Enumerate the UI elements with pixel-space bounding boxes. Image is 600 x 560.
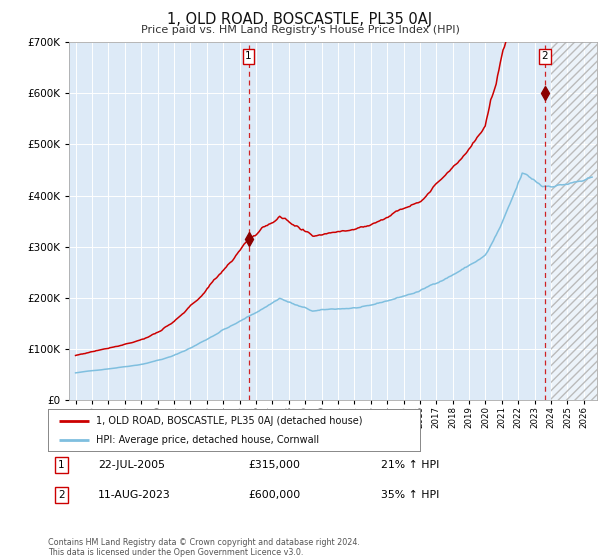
Text: 35% ↑ HPI: 35% ↑ HPI (380, 490, 439, 500)
Text: 1, OLD ROAD, BOSCASTLE, PL35 0AJ (detached house): 1, OLD ROAD, BOSCASTLE, PL35 0AJ (detach… (97, 416, 363, 426)
Text: £315,000: £315,000 (248, 460, 301, 470)
Text: 22-JUL-2005: 22-JUL-2005 (98, 460, 165, 470)
Text: 2: 2 (542, 52, 548, 61)
Text: 21% ↑ HPI: 21% ↑ HPI (380, 460, 439, 470)
Text: HPI: Average price, detached house, Cornwall: HPI: Average price, detached house, Corn… (97, 435, 319, 445)
Text: Contains HM Land Registry data © Crown copyright and database right 2024.
This d: Contains HM Land Registry data © Crown c… (48, 538, 360, 557)
Text: £600,000: £600,000 (248, 490, 301, 500)
Text: 1: 1 (245, 52, 252, 61)
Bar (551, 42, 597, 400)
Bar (551, 42, 597, 400)
Text: 11-AUG-2023: 11-AUG-2023 (98, 490, 171, 500)
Text: 1, OLD ROAD, BOSCASTLE, PL35 0AJ: 1, OLD ROAD, BOSCASTLE, PL35 0AJ (167, 12, 433, 27)
Text: 1: 1 (58, 460, 65, 470)
Text: 2: 2 (58, 490, 65, 500)
Text: Price paid vs. HM Land Registry's House Price Index (HPI): Price paid vs. HM Land Registry's House … (140, 25, 460, 35)
